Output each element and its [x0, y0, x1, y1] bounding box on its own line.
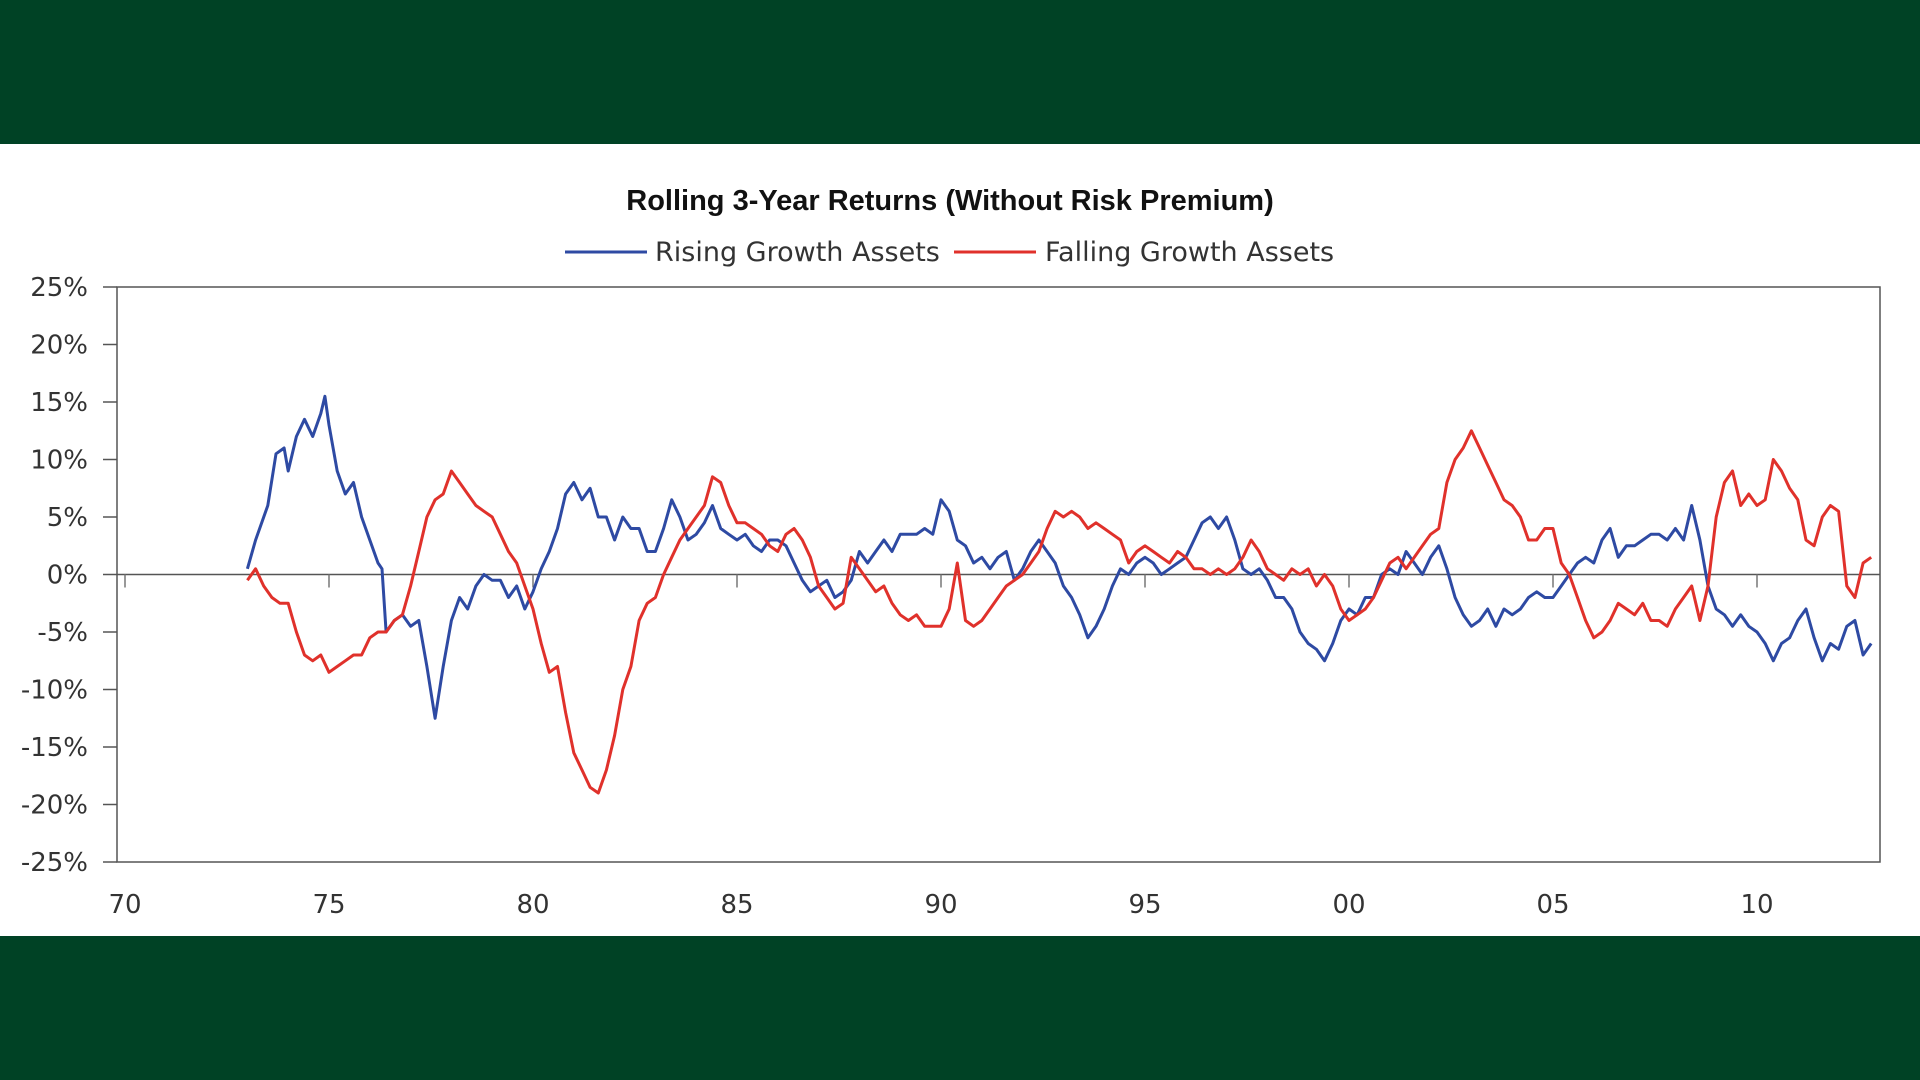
- legend: Rising Growth Assets Falling Growth Asse…: [565, 237, 1334, 268]
- legend-label-rising: Rising Growth Assets: [655, 237, 940, 268]
- y-tick-label: 20%: [30, 331, 88, 361]
- x-tick-label: 10: [1740, 890, 1773, 920]
- y-tick-label: 15%: [30, 388, 88, 418]
- bottom-banner: [0, 936, 1920, 1080]
- legend-label-falling: Falling Growth Assets: [1045, 237, 1334, 268]
- x-tick-label: 95: [1128, 890, 1161, 920]
- x-tick-label: 85: [720, 890, 753, 920]
- y-tick-label: 25%: [30, 273, 88, 303]
- y-tick-label: 5%: [47, 503, 88, 533]
- chart-panel: [0, 144, 1920, 936]
- y-tick-label: 10%: [30, 446, 88, 476]
- x-tick-label: 75: [312, 890, 345, 920]
- x-tick-label: 00: [1332, 890, 1365, 920]
- y-tick-label: -25%: [21, 848, 88, 878]
- series-line-rising: [245, 394, 1873, 720]
- chart-title: Rolling 3-Year Returns (Without Risk Pre…: [626, 185, 1274, 217]
- series-layer: [245, 394, 1873, 795]
- top-banner: [0, 0, 1920, 144]
- y-tick-label: -20%: [21, 791, 88, 821]
- y-tick-label: -15%: [21, 733, 88, 763]
- series-line-falling: [246, 429, 1873, 795]
- y-tick-label: -5%: [37, 618, 88, 648]
- y-tick-label: 0%: [47, 561, 88, 591]
- x-tick-label: 70: [108, 890, 141, 920]
- axes: 25% 20% 15% 10% 5% 0% -5% -10% -15% -20% -25% 70 75 8…: [21, 273, 1880, 920]
- x-tick-label: 05: [1536, 890, 1569, 920]
- x-tick-label: 90: [924, 890, 957, 920]
- x-tick-label: 80: [516, 890, 549, 920]
- y-tick-label: -10%: [21, 676, 88, 706]
